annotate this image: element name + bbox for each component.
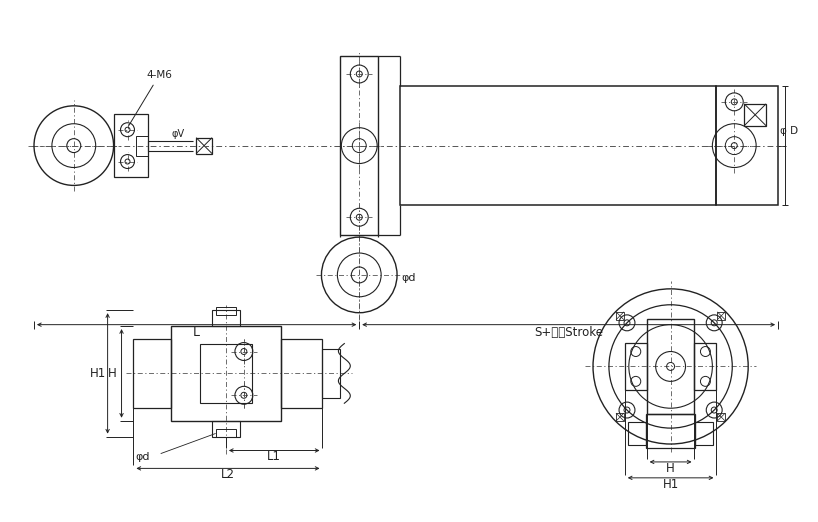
Text: L2: L2 (221, 468, 235, 481)
Bar (216, 429, 236, 436)
Bar (628, 422, 645, 445)
Bar (171, 326, 281, 421)
Bar (717, 86, 778, 205)
Bar (625, 342, 647, 390)
Bar (137, 136, 148, 156)
Bar (647, 319, 694, 413)
Bar (400, 86, 717, 205)
Text: S+行程Stroke: S+行程Stroke (534, 326, 603, 339)
Bar (340, 56, 378, 235)
Text: L1: L1 (267, 450, 281, 464)
Bar (212, 421, 240, 436)
Bar (695, 422, 713, 445)
Bar (616, 312, 624, 320)
Bar (281, 339, 322, 408)
Bar (717, 413, 726, 421)
Bar (212, 310, 240, 326)
Bar (616, 413, 624, 421)
Bar (694, 342, 717, 390)
Bar (645, 413, 695, 448)
Text: φd: φd (401, 273, 416, 283)
Text: H1: H1 (89, 367, 106, 380)
Text: H1: H1 (663, 478, 679, 491)
Text: φ D: φ D (780, 126, 798, 136)
Text: H: H (666, 462, 675, 475)
Bar (196, 138, 212, 153)
Bar (717, 312, 726, 320)
Bar (114, 114, 148, 177)
Text: H: H (108, 367, 117, 380)
Bar (200, 343, 252, 403)
Text: L: L (193, 326, 200, 339)
Text: φd: φd (136, 453, 150, 462)
Bar (744, 104, 766, 126)
Bar (133, 339, 171, 408)
Bar (216, 307, 236, 315)
Text: φV: φV (171, 128, 184, 139)
Bar (322, 349, 340, 398)
Text: 4-M6: 4-M6 (129, 70, 173, 125)
